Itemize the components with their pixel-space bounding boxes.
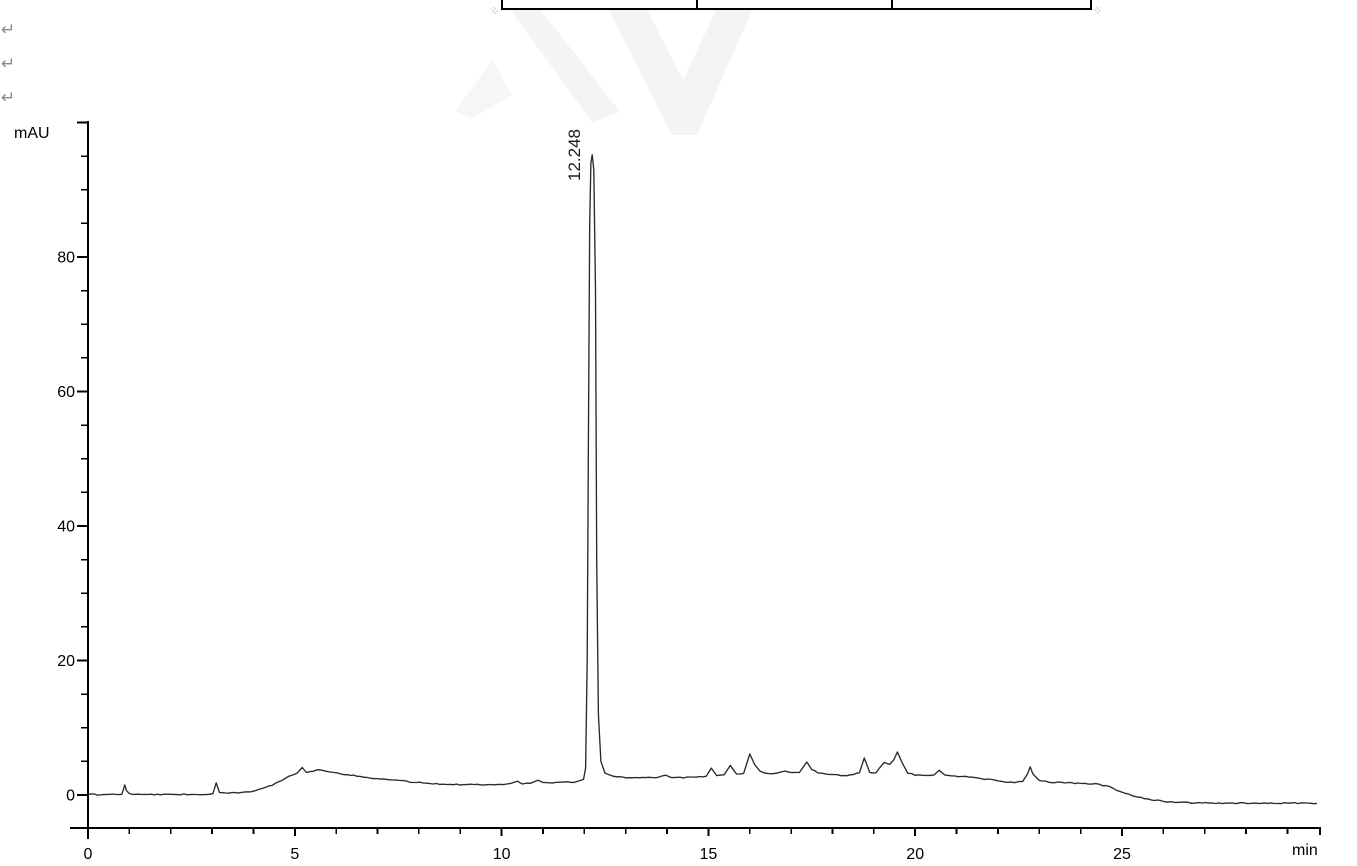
carriage-return-mark: ↵ (1, 54, 16, 74)
table-cell[interactable] (698, 0, 893, 8)
table-handle-icon (491, 7, 498, 14)
svg-text:20: 20 (906, 846, 924, 863)
table-cell[interactable] (503, 0, 698, 8)
svg-text:25: 25 (1113, 846, 1131, 863)
y-axis-unit-label: mAU (14, 125, 50, 142)
svg-text:15: 15 (700, 846, 718, 863)
peak-retention-time-label: 12.248 (565, 129, 584, 181)
carriage-return-mark: ↵ (1, 88, 16, 108)
table-fragment[interactable] (501, 0, 1092, 10)
svg-text:40: 40 (57, 519, 75, 536)
x-axis-unit-label: min (1292, 842, 1318, 859)
carriage-return-mark: ↵ (1, 20, 16, 40)
svg-text:60: 60 (57, 384, 75, 401)
svg-text:20: 20 (57, 653, 75, 670)
svg-text:5: 5 (290, 846, 299, 863)
svg-text:10: 10 (493, 846, 511, 863)
table-handle-icon (1094, 7, 1101, 14)
svg-text:80: 80 (57, 250, 75, 267)
carriage-return-mark: ↵ (1, 0, 15, 6)
svg-text:0: 0 (84, 846, 93, 863)
svg-text:0: 0 (66, 788, 75, 805)
